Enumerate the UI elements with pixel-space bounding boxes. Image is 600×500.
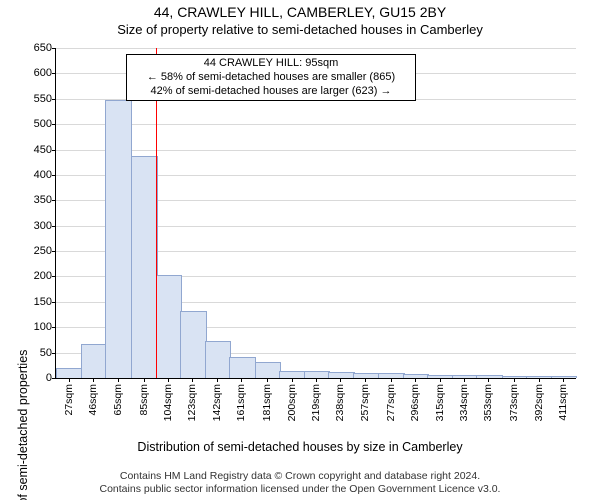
x-tick-label: 334sqm <box>458 384 470 421</box>
y-tick-label: 100 <box>34 321 56 333</box>
histogram-bar <box>476 375 503 378</box>
histogram-bar <box>502 376 529 378</box>
x-axis-label: Distribution of semi-detached houses by … <box>0 440 600 454</box>
footer-line-1: Contains HM Land Registry data © Crown c… <box>120 470 480 482</box>
plot-area: 0501001502002503003504004505005506006502… <box>55 48 576 379</box>
x-tick-label: 296sqm <box>409 384 421 421</box>
x-tick-label: 277sqm <box>385 384 397 421</box>
x-tick <box>539 378 540 382</box>
x-tick <box>365 378 366 382</box>
y-tick-label: 450 <box>34 144 56 156</box>
x-tick-label: 315sqm <box>434 384 446 421</box>
histogram-bar <box>105 100 132 378</box>
gridline <box>56 124 576 125</box>
x-tick <box>488 378 489 382</box>
annotation-box: 44 CRAWLEY HILL: 95sqm← 58% of semi-deta… <box>126 54 416 101</box>
histogram-bar <box>131 156 158 378</box>
x-tick-label: 257sqm <box>359 384 371 421</box>
y-tick-label: 400 <box>34 169 56 181</box>
histogram-bar <box>378 373 405 378</box>
y-tick-label: 150 <box>34 296 56 308</box>
y-tick-label: 350 <box>34 194 56 206</box>
chart-title: 44, CRAWLEY HILL, CAMBERLEY, GU15 2BY <box>0 4 600 20</box>
x-tick <box>464 378 465 382</box>
x-tick <box>415 378 416 382</box>
x-tick <box>514 378 515 382</box>
y-tick-label: 250 <box>34 245 56 257</box>
y-tick-label: 650 <box>34 42 56 54</box>
x-tick <box>391 378 392 382</box>
footer-line-2: Contains public sector information licen… <box>100 483 501 495</box>
annotation-line-3: 42% of semi-detached houses are larger (… <box>131 85 411 99</box>
y-tick-label: 600 <box>34 67 56 79</box>
x-tick-label: 411sqm <box>557 384 569 421</box>
annotation-line-2: ← 58% of semi-detached houses are smalle… <box>131 71 411 85</box>
x-tick-label: 353sqm <box>482 384 494 421</box>
chart-subtitle: Size of property relative to semi-detach… <box>0 22 600 37</box>
annotation-line-1: 44 CRAWLEY HILL: 95sqm <box>131 57 411 71</box>
gridline <box>56 48 576 49</box>
x-tick <box>440 378 441 382</box>
y-tick-label: 550 <box>34 93 56 105</box>
attribution-footer: Contains HM Land Registry data © Crown c… <box>10 470 590 496</box>
figure: { "title": "44, CRAWLEY HILL, CAMBERLEY,… <box>0 0 600 500</box>
y-tick-label: 200 <box>34 270 56 282</box>
x-tick-label: 373sqm <box>508 384 520 421</box>
x-tick <box>563 378 564 382</box>
gridline <box>56 150 576 151</box>
y-tick-label: 300 <box>34 220 56 232</box>
histogram-bar <box>403 374 430 378</box>
x-tick-label: 392sqm <box>533 384 545 421</box>
y-tick-label: 500 <box>34 118 56 130</box>
